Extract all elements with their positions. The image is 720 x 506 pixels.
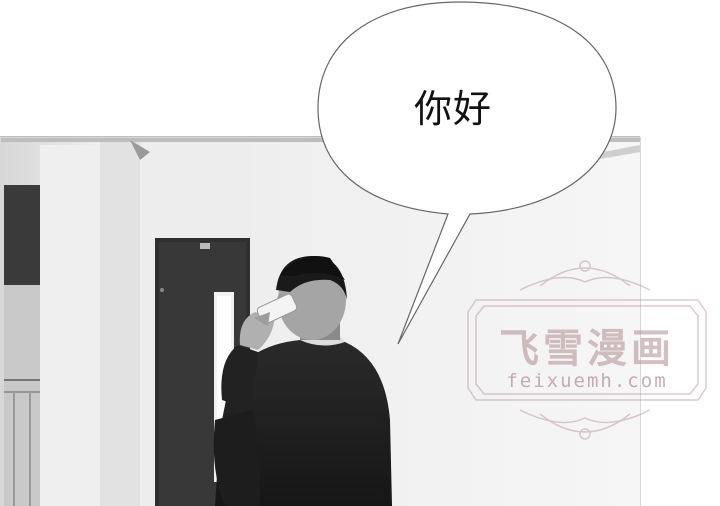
speech-bubble-text: 你好 <box>413 87 492 131</box>
watermark-url: feixuemh.com <box>506 370 668 392</box>
watermark-emblem <box>467 260 707 440</box>
speech-bubble <box>317 1 617 345</box>
watermark-brand: 飞雪漫画 <box>499 326 675 372</box>
man-on-phone <box>213 255 392 506</box>
